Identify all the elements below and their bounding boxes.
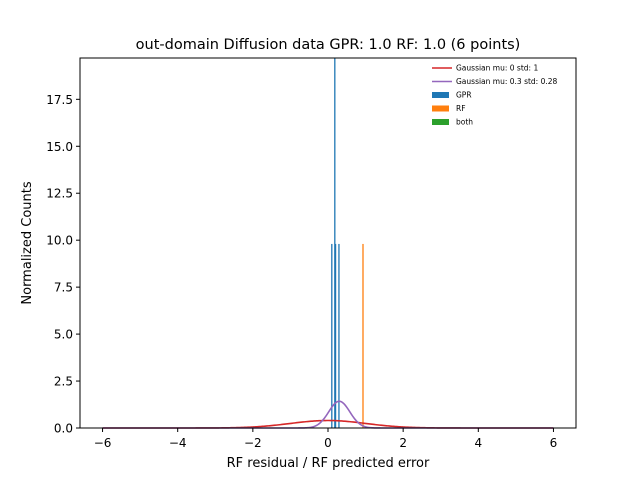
bar-gpr-1	[334, 58, 336, 428]
y-axis-label: Normalized Counts	[20, 181, 35, 304]
legend-patch-swatch	[432, 119, 449, 125]
y-tick-label: 12.5	[46, 187, 73, 201]
y-tick-label: 2.5	[54, 375, 73, 389]
x-tick-label: 0	[324, 436, 332, 450]
legend-label: RF	[456, 104, 466, 113]
y-tick-label: 5.0	[54, 328, 73, 342]
bar-gpr-2	[334, 243, 337, 428]
legend-label: Gaussian mu: 0 std: 1	[456, 64, 538, 73]
x-tick-label: 2	[399, 436, 407, 450]
legend-label: both	[456, 118, 473, 127]
bar-rf-0	[362, 243, 364, 428]
x-axis-label: RF residual / RF predicted error	[227, 456, 430, 471]
x-axis: −6 −4 −2 0 2 4 6	[94, 428, 558, 450]
y-tick-label: 0.0	[54, 422, 73, 436]
bar-gpr-3	[338, 243, 340, 428]
x-tick-label: −6	[94, 436, 112, 450]
legend: Gaussian mu: 0 std: 1 Gaussian mu: 0.3 st…	[432, 64, 558, 127]
bar-gpr-0	[331, 243, 333, 428]
chart-title: out-domain Diffusion data GPR: 1.0 RF: 1…	[136, 37, 521, 53]
y-tick-label: 15.0	[46, 140, 73, 154]
y-axis: 0.0 2.5 5.0 7.5 10.0 12.5 15.0 17.5	[46, 93, 80, 436]
x-tick-label: −2	[244, 436, 262, 450]
x-tick-label: −4	[169, 436, 187, 450]
x-tick-label: 4	[474, 436, 482, 450]
x-tick-label: 6	[550, 436, 558, 450]
legend-label: GPR	[456, 91, 472, 100]
legend-label: Gaussian mu: 0.3 std: 0.28	[456, 77, 558, 86]
y-tick-label: 7.5	[54, 281, 73, 295]
y-tick-label: 17.5	[46, 93, 73, 107]
y-tick-label: 10.0	[46, 234, 73, 248]
legend-patch-swatch	[432, 92, 449, 98]
legend-patch-swatch	[432, 105, 449, 112]
